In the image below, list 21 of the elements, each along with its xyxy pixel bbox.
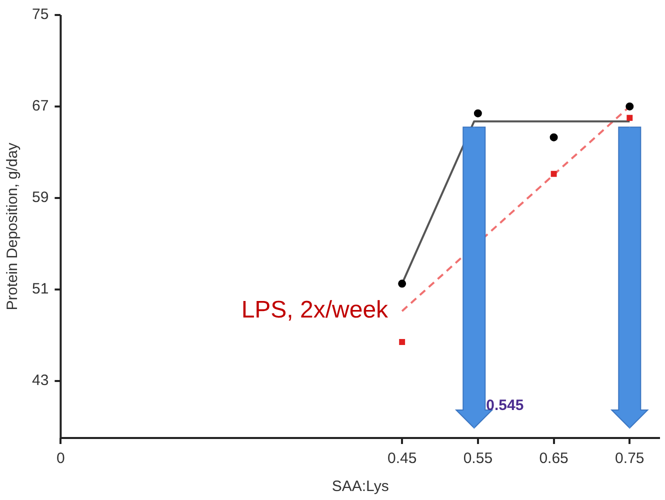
x-tick-label: 0.55 [463,450,493,468]
x-tick-label: 0.65 [539,450,568,468]
x-tick-label: 0.75 [615,450,644,468]
y-tick-label: 51 [32,280,49,298]
point [398,280,406,288]
x-axis-title: SAA:Lys [332,478,389,496]
y-tick-label: 43 [32,372,49,389]
y-tick-label: 59 [32,189,49,206]
y-axis-title: Protein Deposition, g/day [4,142,22,310]
y-tick-label: 75 [32,6,49,24]
y-tick-label: 67 [32,98,49,115]
series-label: LPS, 2x/week [241,296,390,324]
point [474,109,482,118]
point [550,133,558,142]
point [550,170,557,177]
point [626,114,633,121]
point [626,102,634,110]
x-tick-label: 0 [56,450,65,468]
point [399,338,406,345]
ref-line-label: 0.545 [486,397,524,414]
x-tick-label: 0.45 [387,450,417,468]
